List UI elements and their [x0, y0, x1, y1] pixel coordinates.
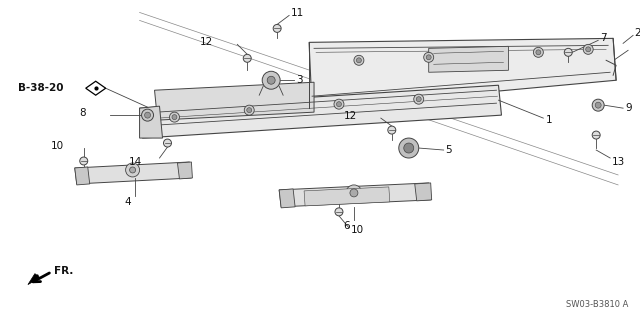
Text: 4: 4	[124, 197, 131, 207]
Circle shape	[354, 55, 364, 65]
Text: 10: 10	[351, 225, 364, 235]
Circle shape	[399, 138, 419, 158]
Circle shape	[350, 189, 358, 197]
Circle shape	[404, 143, 413, 153]
Circle shape	[413, 94, 424, 104]
Text: 5: 5	[445, 145, 452, 155]
Polygon shape	[415, 183, 432, 201]
Text: 12: 12	[200, 37, 213, 47]
Text: 11: 11	[291, 8, 305, 19]
Circle shape	[533, 47, 543, 57]
Circle shape	[163, 139, 172, 147]
Circle shape	[141, 109, 154, 121]
Polygon shape	[140, 106, 163, 138]
Circle shape	[592, 131, 600, 139]
Circle shape	[346, 185, 362, 201]
Circle shape	[244, 105, 254, 115]
Circle shape	[416, 97, 421, 102]
Text: 10: 10	[51, 141, 64, 151]
Text: B-38-20: B-38-20	[18, 83, 63, 93]
Circle shape	[586, 47, 591, 52]
Circle shape	[536, 50, 541, 55]
Circle shape	[583, 44, 593, 54]
Polygon shape	[429, 46, 508, 72]
Text: 2: 2	[634, 28, 640, 38]
Circle shape	[356, 58, 362, 63]
Circle shape	[247, 108, 252, 113]
Text: 3: 3	[296, 75, 303, 85]
Circle shape	[273, 25, 281, 33]
Circle shape	[145, 112, 150, 118]
Text: 13: 13	[612, 157, 625, 167]
Polygon shape	[304, 187, 390, 206]
Circle shape	[424, 52, 434, 62]
Circle shape	[335, 208, 343, 216]
Text: 12: 12	[344, 111, 357, 121]
Circle shape	[592, 99, 604, 111]
Polygon shape	[154, 82, 314, 120]
Polygon shape	[309, 38, 616, 108]
Circle shape	[80, 157, 88, 165]
Circle shape	[337, 102, 342, 107]
Circle shape	[388, 126, 396, 134]
Circle shape	[426, 55, 431, 60]
Circle shape	[170, 112, 179, 122]
Circle shape	[172, 115, 177, 120]
Text: 7: 7	[600, 33, 607, 43]
Polygon shape	[177, 162, 193, 179]
Text: 8: 8	[79, 108, 86, 118]
Text: FR.: FR.	[54, 266, 73, 276]
Circle shape	[564, 48, 572, 56]
Text: 9: 9	[625, 103, 632, 113]
Text: 14: 14	[128, 157, 141, 167]
Text: SW03-B3810 A: SW03-B3810 A	[566, 300, 628, 309]
Circle shape	[125, 163, 140, 177]
Circle shape	[267, 76, 275, 84]
Circle shape	[262, 71, 280, 89]
Polygon shape	[279, 183, 431, 207]
Circle shape	[595, 102, 601, 108]
Text: 1: 1	[545, 115, 552, 125]
Circle shape	[243, 54, 252, 62]
Polygon shape	[28, 274, 40, 285]
Text: 6: 6	[344, 221, 350, 231]
Polygon shape	[140, 85, 502, 138]
Polygon shape	[75, 167, 90, 185]
Polygon shape	[279, 189, 295, 208]
Circle shape	[130, 167, 136, 173]
Circle shape	[334, 99, 344, 109]
Polygon shape	[75, 162, 191, 184]
